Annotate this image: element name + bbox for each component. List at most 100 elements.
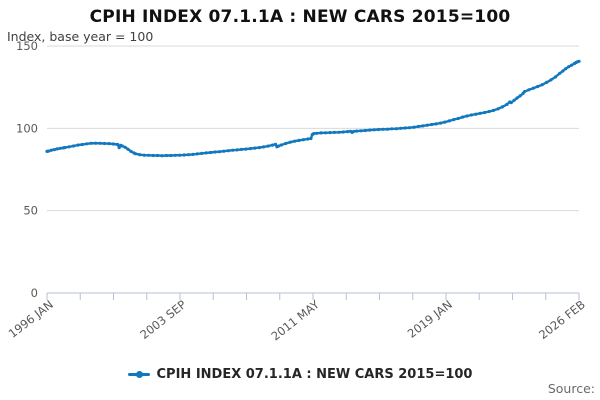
data-point-marker: [71, 144, 76, 148]
data-point-marker: [80, 142, 84, 147]
data-point-marker: [244, 147, 248, 151]
data-point-marker: [570, 63, 574, 67]
data-point-marker: [253, 146, 257, 150]
legend: CPIH INDEX 07.1.1A : NEW CARS 2015=100: [0, 363, 600, 385]
data-point-marker: [512, 98, 516, 102]
data-point-marker: [430, 122, 434, 127]
data-point-marker: [164, 153, 168, 158]
data-point-marker: [155, 153, 160, 158]
data-point-marker: [505, 102, 509, 107]
legend-label: CPIH INDEX 07.1.1A : NEW CARS 2015=100: [156, 366, 473, 382]
data-point-marker: [147, 153, 151, 157]
data-point-marker: [496, 107, 500, 111]
data-point-marker: [195, 152, 199, 156]
data-point-marker: [55, 147, 59, 151]
data-point-marker: [425, 123, 429, 127]
data-point-marker: [213, 150, 217, 154]
data-point-marker: [273, 142, 278, 146]
data-point-marker: [421, 124, 425, 128]
x-tick-label: 2026 FEB: [536, 297, 588, 342]
data-point-marker: [434, 122, 438, 126]
data-point-marker: [332, 130, 336, 134]
data-point-marker: [116, 142, 120, 147]
data-point-marker: [522, 90, 527, 94]
data-point-marker: [553, 75, 558, 79]
data-point-marker: [416, 124, 420, 129]
data-point-marker: [94, 141, 98, 145]
data-point-marker: [341, 130, 345, 134]
data-point-marker: [46, 149, 51, 153]
data-point-marker: [469, 113, 473, 117]
data-point-marker: [323, 131, 328, 135]
data-point-marker: [169, 153, 173, 158]
data-point-marker: [377, 127, 381, 132]
data-point-marker: [276, 144, 280, 148]
data-point-marker: [288, 140, 292, 144]
data-point-marker: [351, 129, 356, 134]
x-tick-label: 2011 MAY: [268, 297, 322, 344]
chart-subtitle: Index, base year = 100: [7, 29, 154, 44]
y-tick-label: 0: [31, 286, 38, 300]
data-point-marker: [123, 145, 127, 149]
data-point-marker: [527, 88, 531, 92]
data-point-marker: [452, 118, 456, 122]
data-point-marker: [142, 153, 146, 157]
data-point-marker: [549, 78, 553, 82]
legend-item[interactable]: CPIH INDEX 07.1.1A : NEW CARS 2015=100: [127, 366, 473, 382]
data-point-marker: [235, 148, 239, 152]
data-point-marker: [438, 121, 443, 125]
data-point-marker: [257, 146, 261, 150]
data-point-marker: [85, 142, 89, 146]
data-point-marker: [239, 147, 244, 151]
data-point-marker: [545, 80, 549, 84]
data-point-marker: [309, 136, 313, 141]
data-point-marker: [465, 114, 469, 118]
data-point-marker: [381, 127, 385, 131]
data-point-marker: [248, 147, 252, 151]
y-tick-label: 50: [23, 204, 38, 218]
data-point-marker: [564, 67, 568, 71]
data-point-marker: [293, 139, 297, 143]
data-point-marker: [372, 128, 376, 132]
data-point-marker: [337, 130, 341, 134]
data-point-marker: [456, 116, 460, 121]
data-point-marker: [558, 71, 562, 75]
data-point-marker: [67, 145, 71, 149]
data-point-marker: [407, 126, 412, 130]
data-point-marker: [58, 146, 62, 150]
data-point-marker: [561, 69, 565, 73]
data-point-marker: [359, 129, 363, 133]
data-point-marker: [390, 127, 394, 131]
data-point-marker: [297, 138, 301, 142]
data-point-marker: [200, 151, 204, 155]
data-point-marker: [126, 147, 130, 151]
data-point-marker: [111, 142, 115, 146]
data-point-marker: [178, 153, 182, 157]
data-point-marker: [412, 125, 416, 129]
data-point-marker: [89, 141, 93, 145]
data-point-marker: [49, 148, 54, 152]
chart-title: CPIH INDEX 07.1.1A : NEW CARS 2015=100: [89, 7, 511, 27]
data-point-marker: [346, 130, 350, 134]
data-point-marker: [478, 111, 482, 115]
x-tick-label: 1996 JAN: [6, 297, 56, 340]
data-point-marker: [394, 127, 398, 131]
data-point-marker: [217, 150, 221, 154]
data-point-marker: [515, 96, 519, 100]
data-point-marker: [186, 153, 191, 157]
data-point-marker: [328, 131, 332, 135]
x-tick-label: 2003 SEP: [137, 297, 189, 342]
data-point-marker: [540, 83, 544, 87]
data-point-marker: [306, 137, 310, 141]
data-point-marker: [63, 146, 67, 150]
data-point-marker: [262, 145, 266, 149]
data-point-marker: [129, 149, 133, 153]
data-point-marker: [447, 119, 451, 123]
x-tick-label: 2019 JAN: [405, 297, 455, 340]
data-point-marker: [577, 59, 581, 63]
data-point-marker: [363, 128, 367, 133]
data-point-marker: [301, 138, 305, 142]
data-point-marker: [483, 110, 487, 115]
data-point-marker: [222, 149, 226, 153]
